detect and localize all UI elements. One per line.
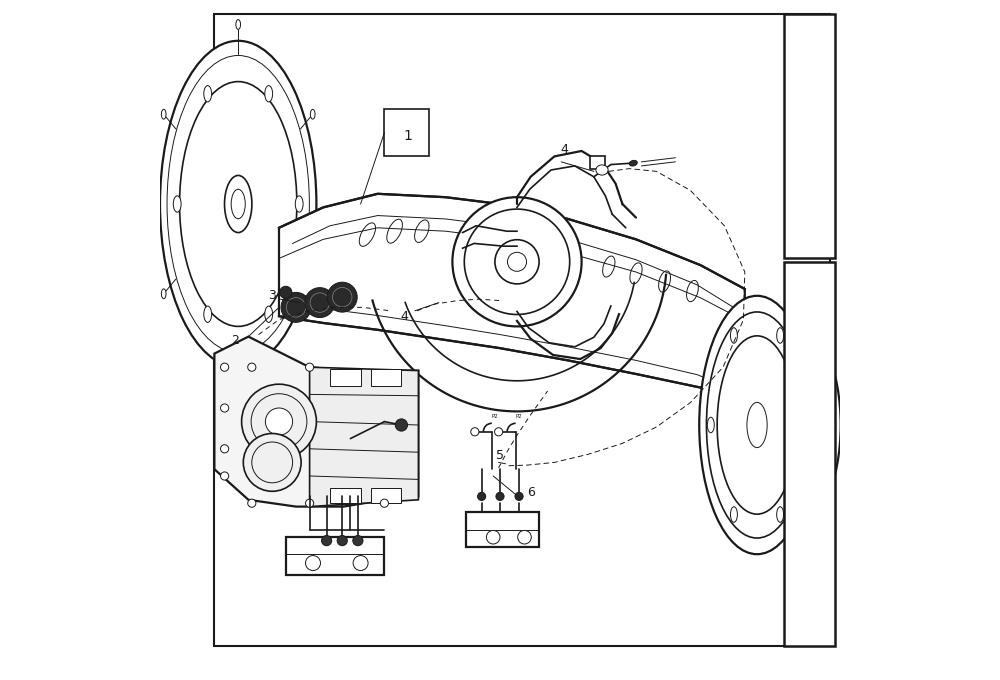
Ellipse shape	[507, 252, 527, 271]
Ellipse shape	[495, 240, 539, 284]
Ellipse shape	[596, 165, 608, 175]
Ellipse shape	[306, 499, 314, 507]
Ellipse shape	[353, 536, 363, 545]
Bar	[334, 204, 374, 234]
Ellipse shape	[221, 404, 229, 412]
Ellipse shape	[281, 292, 311, 322]
Ellipse shape	[471, 428, 479, 436]
Ellipse shape	[486, 530, 500, 544]
Text: 6: 6	[527, 486, 535, 500]
Ellipse shape	[747, 403, 767, 447]
Ellipse shape	[280, 286, 292, 299]
Ellipse shape	[161, 109, 166, 119]
Ellipse shape	[629, 160, 637, 166]
Bar	[384, 109, 429, 156]
Ellipse shape	[495, 428, 503, 436]
Ellipse shape	[161, 289, 166, 299]
Ellipse shape	[242, 384, 316, 459]
Ellipse shape	[452, 197, 582, 326]
Ellipse shape	[730, 507, 737, 522]
Polygon shape	[310, 367, 418, 507]
Ellipse shape	[322, 536, 332, 545]
Ellipse shape	[265, 86, 273, 102]
Ellipse shape	[225, 175, 252, 233]
Bar	[330, 488, 361, 503]
Text: 2: 2	[231, 333, 239, 347]
Ellipse shape	[248, 499, 256, 507]
Ellipse shape	[777, 507, 784, 522]
Text: 1: 1	[404, 129, 413, 143]
Bar	[682, 305, 724, 337]
Bar	[371, 369, 401, 386]
Text: 4: 4	[401, 309, 409, 323]
Bar	[330, 369, 361, 386]
Ellipse shape	[730, 328, 737, 343]
Bar	[385, 201, 418, 223]
Ellipse shape	[707, 418, 714, 432]
Bar	[784, 262, 835, 646]
Ellipse shape	[236, 379, 241, 388]
Text: 3: 3	[268, 289, 276, 303]
Bar	[286, 537, 384, 575]
Bar	[784, 14, 835, 258]
Ellipse shape	[353, 556, 368, 571]
Bar	[635, 290, 678, 324]
Ellipse shape	[243, 434, 301, 491]
Ellipse shape	[248, 363, 256, 371]
Ellipse shape	[265, 408, 293, 435]
Ellipse shape	[295, 196, 303, 212]
Ellipse shape	[478, 492, 486, 500]
Ellipse shape	[265, 306, 273, 322]
Polygon shape	[279, 194, 745, 403]
Ellipse shape	[173, 196, 181, 212]
Ellipse shape	[160, 41, 316, 367]
Ellipse shape	[496, 492, 504, 500]
Ellipse shape	[515, 492, 523, 500]
Ellipse shape	[204, 86, 212, 102]
Ellipse shape	[800, 418, 807, 432]
Ellipse shape	[221, 445, 229, 453]
Ellipse shape	[221, 363, 229, 371]
Ellipse shape	[699, 296, 815, 554]
Polygon shape	[214, 337, 418, 507]
Bar	[582, 276, 625, 311]
Ellipse shape	[204, 306, 212, 322]
Ellipse shape	[395, 419, 408, 431]
Ellipse shape	[327, 282, 357, 312]
Text: P2: P2	[492, 414, 499, 419]
Bar	[466, 512, 539, 547]
Ellipse shape	[380, 499, 388, 507]
Ellipse shape	[221, 472, 229, 480]
Text: 5: 5	[496, 449, 504, 462]
Ellipse shape	[337, 536, 347, 545]
Ellipse shape	[310, 109, 315, 119]
Text: 4: 4	[561, 143, 569, 156]
Ellipse shape	[777, 328, 784, 343]
Bar	[371, 488, 401, 503]
Ellipse shape	[236, 20, 241, 29]
Ellipse shape	[306, 556, 320, 571]
Bar	[590, 156, 605, 169]
Ellipse shape	[305, 288, 335, 318]
Ellipse shape	[518, 530, 531, 544]
Ellipse shape	[306, 363, 314, 371]
Ellipse shape	[310, 289, 315, 299]
Text: P2: P2	[516, 414, 522, 419]
Ellipse shape	[231, 189, 245, 219]
